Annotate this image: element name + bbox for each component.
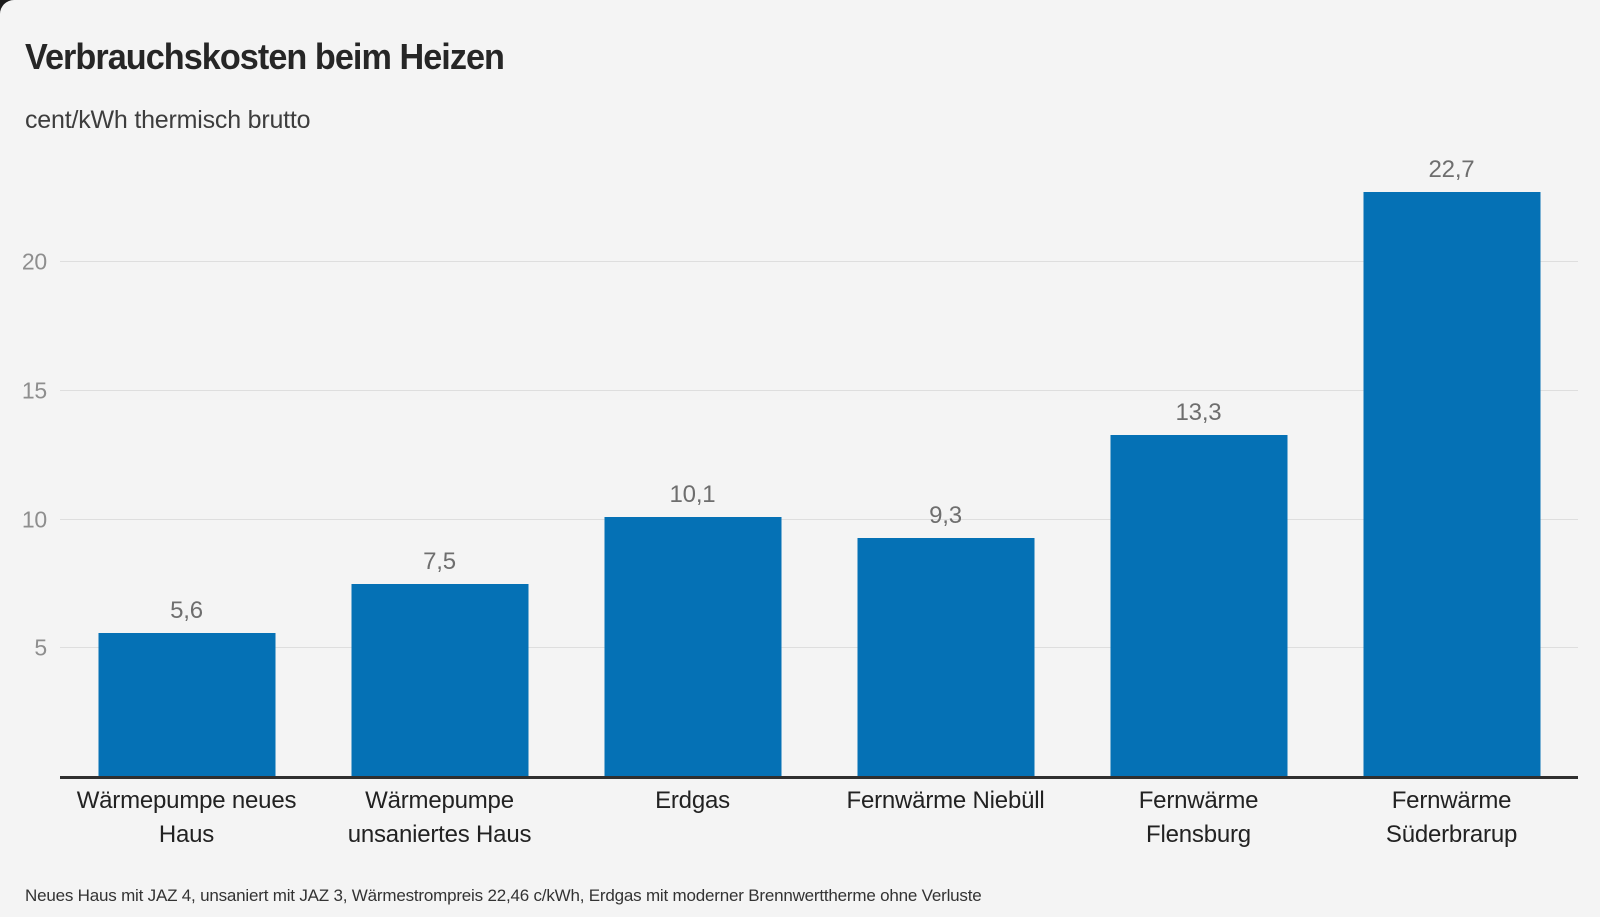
chart-subtitle: cent/kWh thermisch brutto (25, 106, 311, 134)
bar-value-label: 13,3 (1175, 398, 1222, 426)
x-axis-label: Wärmepumpe neues Haus (76, 787, 297, 848)
y-tick-label: 20 (21, 248, 47, 275)
x-axis-label: Fernwärme Süderbrarup (1385, 787, 1518, 848)
bar-5 (1110, 434, 1287, 777)
chart-footnote: Neues Haus mit JAZ 4, unsaniert mit JAZ … (25, 886, 982, 905)
bar-slot: 10,1 (566, 170, 819, 777)
x-axis-labels: Wärmepumpe neues Haus Wärmepumpe unsanierte… (60, 784, 1578, 852)
x-axis-label: Fernwärme Niebüll (846, 787, 1045, 814)
bar-3 (604, 516, 781, 777)
plot-area: 5 10 15 20 5,6 7,5 10,1 9,3 13,3 22,7 (22, 156, 1578, 779)
x-axis-label: Wärmepumpe unsaniertes Haus (347, 787, 532, 848)
gridline-5 (60, 647, 1578, 649)
bar-slot: 22,7 (1325, 156, 1578, 777)
bar-6 (1363, 192, 1540, 777)
x-axis-line (60, 776, 1578, 779)
x-axis-label: Erdgas (655, 787, 730, 814)
gridline-10 (60, 518, 1578, 520)
y-tick-label: 15 (21, 377, 47, 404)
bar-series: 5,6 7,5 10,1 9,3 13,3 22,7 (60, 156, 1578, 777)
chart-title: Verbrauchskosten beim Heizen (25, 36, 505, 77)
bar-value-label: 7,5 (423, 547, 456, 575)
x-axis-label: Fernwärme Flensburg (1138, 787, 1259, 848)
bar-value-label: 9,3 (929, 501, 962, 529)
bar-slot: 13,3 (1072, 170, 1325, 777)
bar-2 (351, 583, 528, 777)
y-tick-label: 5 (34, 634, 47, 661)
bar-4 (857, 537, 1034, 777)
bar-value-label: 22,7 (1428, 156, 1475, 184)
bar-slot: 7,5 (313, 170, 566, 777)
bar-value-label: 5,6 (170, 596, 203, 624)
y-tick-label: 10 (21, 506, 47, 532)
gridline-20 (60, 261, 1578, 262)
bar-value-label: 10,1 (669, 480, 716, 508)
bar-1 (98, 632, 275, 777)
gridline-15 (60, 389, 1578, 391)
bar-slot: 5,6 (60, 170, 313, 777)
bar-slot: 9,3 (819, 170, 1072, 777)
